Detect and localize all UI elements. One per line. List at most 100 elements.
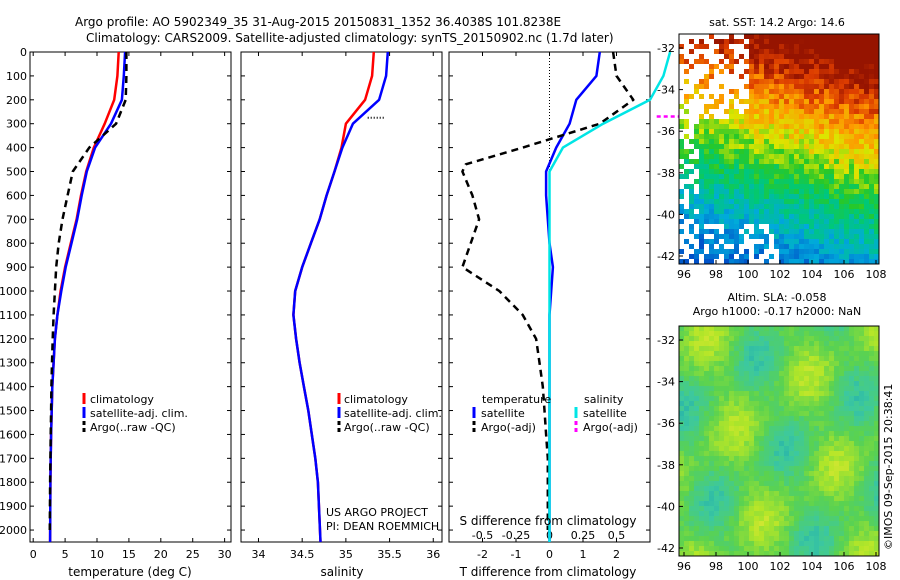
lat-tick-label: -38 [657,459,675,472]
sla-cell [769,501,775,507]
sla-cell [679,461,685,467]
sst-cell [724,159,730,165]
sla-cell [874,531,880,537]
sla-cell [699,541,705,547]
sst-cell [704,44,710,50]
sla-cell [739,426,745,432]
sla-cell [849,446,855,452]
sst-cell [749,159,755,165]
sla-cell [859,341,865,347]
sst-cell [779,119,785,125]
sla-cell [724,326,730,332]
sla-cell [714,546,720,552]
sst-cell [854,109,860,115]
sst-cell [744,239,750,245]
sst-cell [689,134,695,140]
sst-cell [819,89,825,95]
sst-cell [764,149,770,155]
sst-cell [789,109,795,115]
sla-cell [814,426,820,432]
sla-cell [794,456,800,462]
sla-cell [704,461,710,467]
sst-cell [869,159,875,165]
sla-cell [779,361,785,367]
sst-cell [704,84,710,90]
sla-cell [844,551,850,557]
sst-cell [819,34,825,40]
sla-cell [684,336,690,342]
sst-cell [794,79,800,85]
sla-cell [709,396,715,402]
sla-cell [789,421,795,427]
sst-cell [814,214,820,220]
sla-cell [779,341,785,347]
sst-cell [734,159,740,165]
sst-cell [759,34,765,40]
sst-cell [744,124,750,130]
sst-cell [699,44,705,50]
sst-cell [759,54,765,60]
sla-cell [754,451,760,457]
sla-cell [744,441,750,447]
sst-cell [704,54,710,60]
sla-cell [774,361,780,367]
sla-cell [799,476,805,482]
sst-cell [799,99,805,105]
sla-cell [809,396,815,402]
sla-cell [794,351,800,357]
sst-cell [814,159,820,165]
sla-cell [779,486,785,492]
sla-cell [759,416,765,422]
sst-cell [799,149,805,155]
sst-cell [759,99,765,105]
sst-cell [784,219,790,225]
sst-cell [769,134,775,140]
sst-cell [799,124,805,130]
sla-cell [799,551,805,557]
sst-cell [749,64,755,70]
y-tick-label: 1700 [0,452,27,465]
sst-cell [839,149,845,155]
sst-cell [814,239,820,245]
sst-cell [704,124,710,130]
sla-cell [689,516,695,522]
sla-cell [834,366,840,372]
sla-cell [689,471,695,477]
sst-cell [689,239,695,245]
sla-cell [754,531,760,537]
sla-cell [769,506,775,512]
sla-cell [704,541,710,547]
sla-cell [809,411,815,417]
sla-cell [789,486,795,492]
sst-cell [719,194,725,200]
sst-cell [694,64,700,70]
sla-cell [834,426,840,432]
sst-cell [714,74,720,80]
sla-cell [799,456,805,462]
sla-cell [679,536,685,542]
sla-cell [689,416,695,422]
sla-cell [794,361,800,367]
sst-cell [839,134,845,140]
sst-cell [684,239,690,245]
sst-cell [684,74,690,80]
sla-cell [764,536,770,542]
sst-cell [859,254,865,260]
sst-cell [829,129,835,135]
sst-cell [744,174,750,180]
sst-cell [819,164,825,170]
sst-cell [784,149,790,155]
lon-tick-label: 98 [709,560,723,573]
sla-cell [729,426,735,432]
sst-cell [724,239,730,245]
sla-cell [809,521,815,527]
sla-cell [874,356,880,362]
lon-tick-label: 100 [738,560,759,573]
sst-cell [719,154,725,160]
sst-cell [759,149,765,155]
sst-cell [834,174,840,180]
sla-cell [834,421,840,427]
sla-cell [799,451,805,457]
sla-cell [699,386,705,392]
sst-cell [789,204,795,210]
